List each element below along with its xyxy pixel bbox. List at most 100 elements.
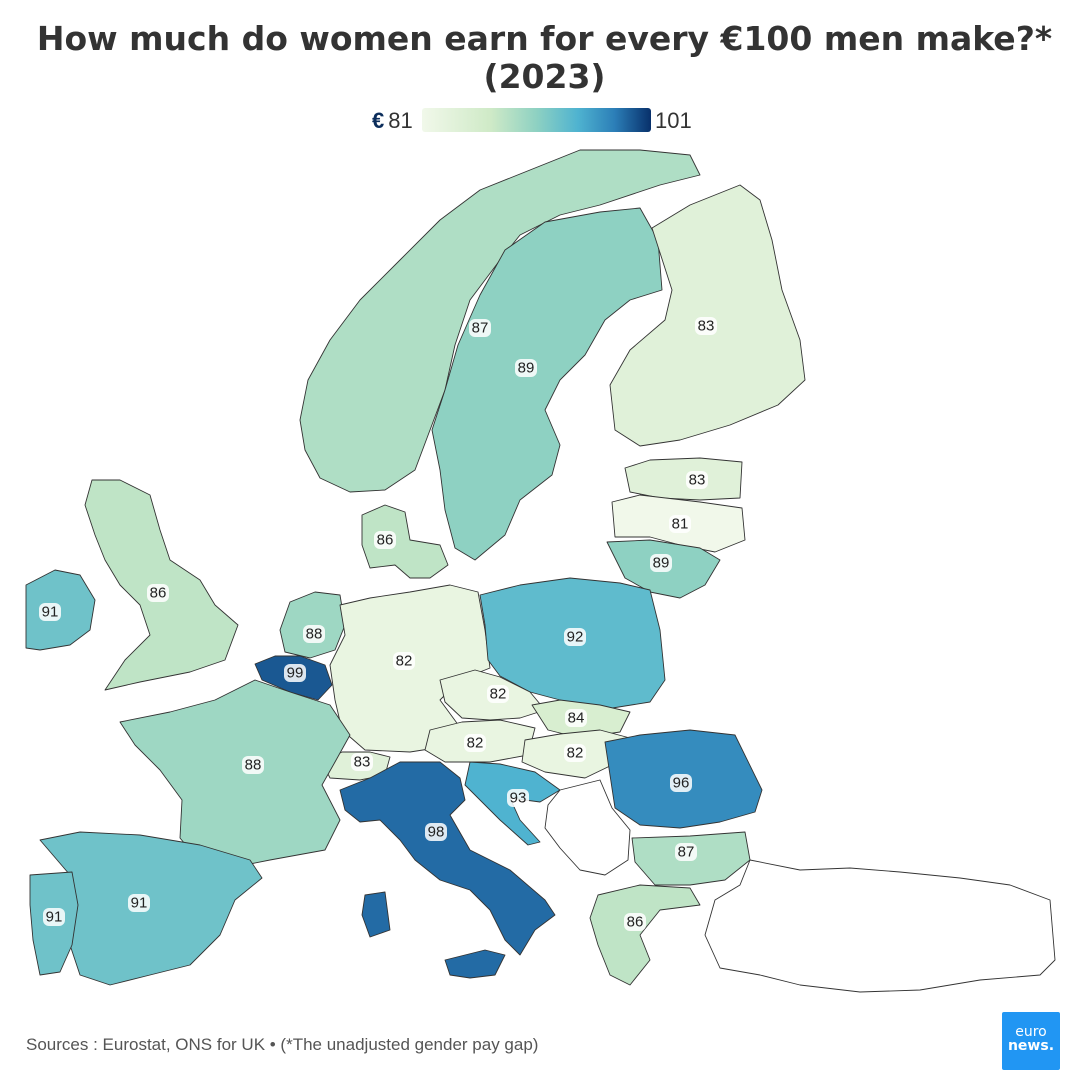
country-denmark[interactable] — [361, 504, 449, 579]
chart-title: How much do women earn for every €100 me… — [0, 20, 1089, 96]
value-label-text: 82 — [567, 745, 584, 762]
no-data-region-1 — [544, 779, 631, 876]
value-label-bg — [564, 628, 586, 646]
legend-currency: € — [372, 108, 385, 133]
value-label-bg — [686, 471, 708, 489]
value-label-spain: 91 — [128, 894, 150, 912]
europe-map: 87 89 83 83 81 89 86 86 91 88 99 82 92 82 84 82 82 83 88 96… — [25, 149, 1056, 993]
value-label-lithuania: 89 — [650, 554, 672, 572]
value-label-ireland: 91 — [39, 603, 61, 621]
value-labels: 87 89 83 83 81 89 86 86 91 88 99 82 92 82 84 82 82 83 88 96… — [39, 317, 717, 931]
country-finland[interactable] — [609, 184, 806, 447]
value-label-text: 83 — [698, 318, 715, 335]
value-label-text: 88 — [306, 626, 323, 643]
euronews-logo[interactable]: euro news. — [1002, 1012, 1060, 1070]
value-label-bg — [147, 584, 169, 602]
value-label-text: 98 — [428, 824, 445, 841]
value-label-belgium: 99 — [284, 664, 306, 682]
country-shapes — [25, 149, 1056, 993]
legend-gradient-bar — [422, 108, 651, 132]
value-label-denmark: 86 — [374, 531, 396, 549]
value-label-bg — [675, 843, 697, 861]
value-label-bg — [469, 319, 491, 337]
value-label-bg — [128, 894, 150, 912]
value-label-text: 88 — [245, 757, 262, 774]
value-label-text: 89 — [518, 360, 535, 377]
title-line-2: (2023) — [483, 57, 606, 96]
value-label-croatia: 93 — [507, 789, 529, 807]
value-label-bg — [374, 531, 396, 549]
value-label-text: 81 — [672, 516, 689, 533]
value-label-bg — [669, 515, 691, 533]
no-data-region-2 — [704, 859, 1056, 993]
value-label-text: 91 — [46, 909, 63, 926]
value-label-text: 93 — [510, 790, 527, 807]
value-label-hungary: 82 — [564, 744, 586, 762]
value-label-text: 89 — [653, 555, 670, 572]
value-label-bg — [464, 734, 486, 752]
value-label-text: 87 — [678, 844, 695, 861]
value-label-bg — [487, 685, 509, 703]
value-label-text: 82 — [490, 686, 507, 703]
value-label-france: 88 — [242, 756, 264, 774]
value-label-czechia: 82 — [487, 685, 509, 703]
value-label-text: 96 — [673, 775, 690, 792]
logo-line-2: news. — [1007, 1038, 1055, 1054]
value-label-greece: 86 — [624, 913, 646, 931]
value-label-romania: 96 — [670, 774, 692, 792]
value-label-sweden: 89 — [515, 359, 537, 377]
country-greece[interactable] — [589, 884, 701, 986]
value-label-latvia: 81 — [669, 515, 691, 533]
value-label-bg — [393, 652, 415, 670]
value-label-text: 84 — [568, 710, 585, 727]
country-france[interactable] — [119, 679, 351, 869]
value-label-bg — [624, 913, 646, 931]
value-label-text: 91 — [131, 895, 148, 912]
country-italy[interactable] — [339, 761, 556, 979]
value-label-text: 92 — [567, 629, 584, 646]
value-label-text: 99 — [287, 665, 304, 682]
value-label-slovakia: 84 — [565, 709, 587, 727]
value-label-bg — [564, 744, 586, 762]
value-label-text: 83 — [354, 754, 371, 771]
value-label-austria: 82 — [464, 734, 486, 752]
value-label-bg — [284, 664, 306, 682]
country-estonia[interactable] — [624, 457, 743, 501]
legend-min: €81 — [372, 108, 413, 134]
value-label-netherlands: 88 — [303, 625, 325, 643]
value-label-bg — [351, 753, 373, 771]
value-label-bg — [695, 317, 717, 335]
value-label-text: 86 — [377, 532, 394, 549]
value-label-portugal: 91 — [43, 908, 65, 926]
value-label-italy: 98 — [425, 823, 447, 841]
value-label-bg — [507, 789, 529, 807]
value-label-bg — [39, 603, 61, 621]
value-label-estonia: 83 — [686, 471, 708, 489]
country-norway[interactable] — [299, 149, 701, 493]
legend-min-value: 81 — [388, 108, 413, 133]
value-label-norway: 87 — [469, 319, 491, 337]
value-label-bulgaria: 87 — [675, 843, 697, 861]
value-label-text: 82 — [396, 653, 413, 670]
logo-line-1: euro — [1015, 1024, 1047, 1040]
value-label-germany: 82 — [393, 652, 415, 670]
value-label-poland: 92 — [564, 628, 586, 646]
value-label-bg — [515, 359, 537, 377]
value-label-finland: 83 — [695, 317, 717, 335]
value-label-text: 86 — [627, 914, 644, 931]
value-label-text: 82 — [467, 735, 484, 752]
value-label-text: 87 — [472, 320, 489, 337]
country-sweden[interactable] — [431, 207, 663, 561]
legend-max-value: 101 — [655, 108, 692, 133]
value-label-bg — [425, 823, 447, 841]
value-label-bg — [650, 554, 672, 572]
value-label-bg — [670, 774, 692, 792]
color-legend: €81 101 — [0, 108, 1089, 136]
value-label-text: 86 — [150, 585, 167, 602]
source-note: Sources : Eurostat, ONS for UK • (*The u… — [26, 1035, 539, 1054]
value-label-united-kingdom: 86 — [147, 584, 169, 602]
value-label-switzerland: 83 — [351, 753, 373, 771]
value-label-bg — [43, 908, 65, 926]
value-label-bg — [565, 709, 587, 727]
title-line-1: How much do women earn for every €100 me… — [36, 19, 1053, 58]
